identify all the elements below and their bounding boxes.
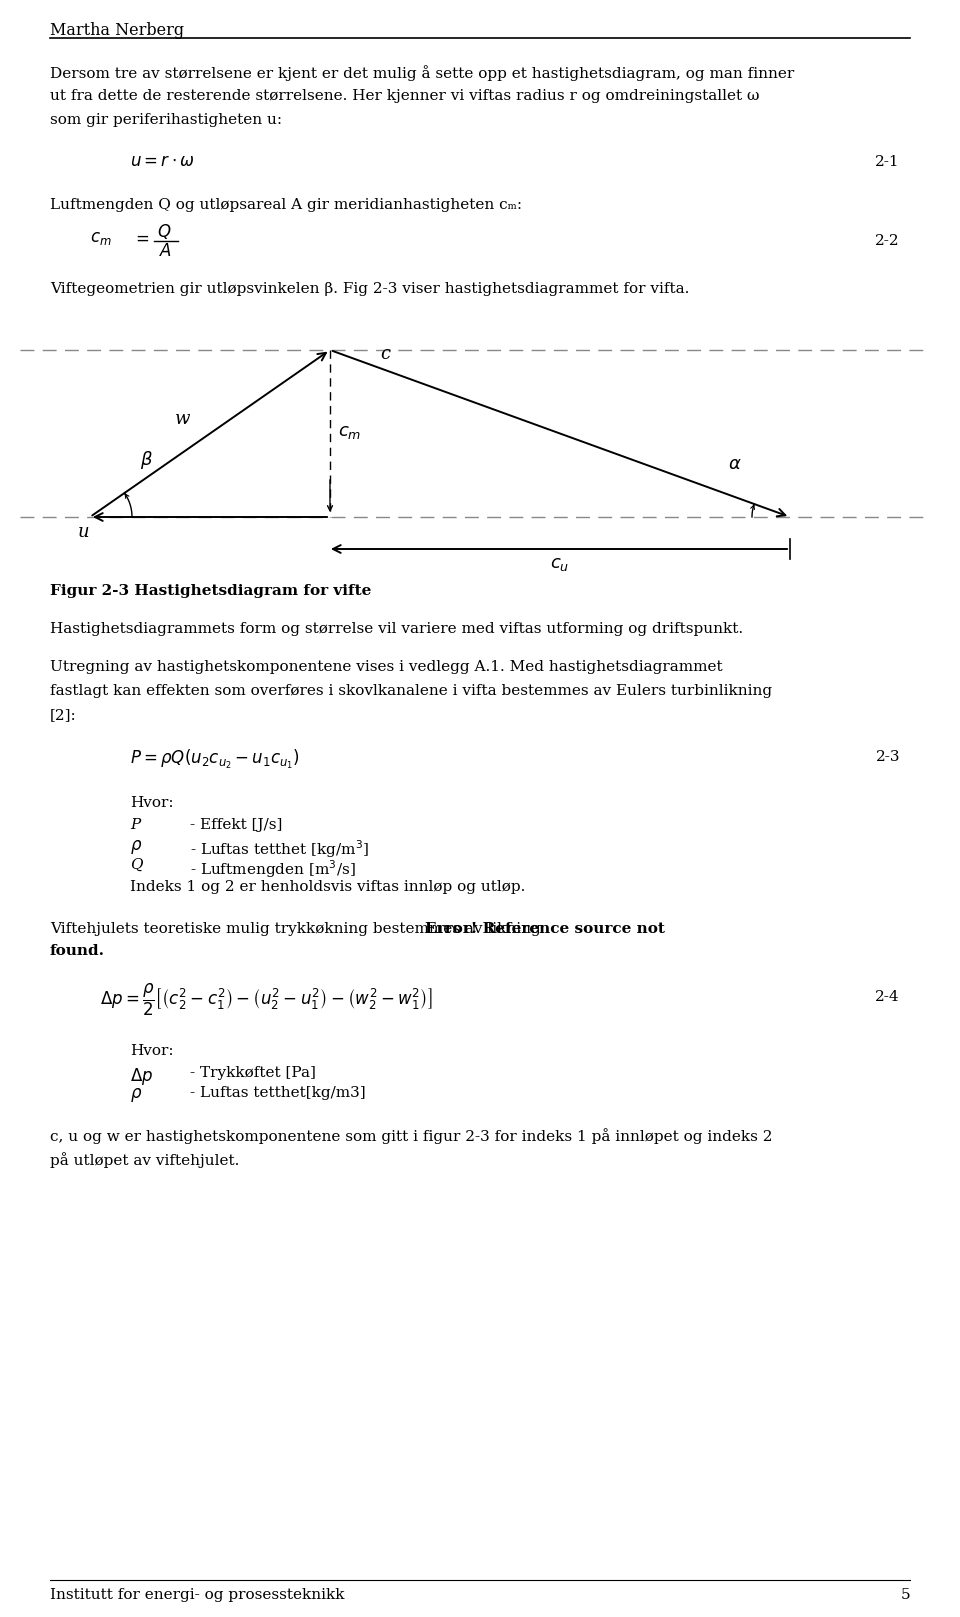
Text: Dersom tre av størrelsene er kjent er det mulig å sette opp et hastighetsdiagram: Dersom tre av størrelsene er kjent er de… (50, 65, 794, 81)
Text: 2-1: 2-1 (876, 155, 900, 170)
Text: Martha Nerberg: Martha Nerberg (50, 23, 184, 39)
Text: på utløpet av viftehjulet.: på utløpet av viftehjulet. (50, 1151, 239, 1167)
Text: fastlagt kan effekten som overføres i skovlkanalene i vifta bestemmes av Eulers : fastlagt kan effekten som overføres i sk… (50, 684, 772, 699)
Text: found.: found. (50, 944, 105, 957)
Text: $\alpha$: $\alpha$ (728, 454, 742, 474)
Text: P: P (130, 818, 140, 833)
Text: Error! Reference source not: Error! Reference source not (425, 922, 665, 936)
Text: Hvor:: Hvor: (130, 796, 174, 810)
Text: $\rho$: $\rho$ (130, 1087, 142, 1104)
Text: Indeks 1 og 2 er henholdsvis viftas innløp og utløp.: Indeks 1 og 2 er henholdsvis viftas innl… (130, 880, 525, 894)
Text: Utregning av hastighetskomponentene vises i vedlegg A.1. Med hastighetsdiagramme: Utregning av hastighetskomponentene vise… (50, 660, 723, 674)
Text: - Luftas tetthet [kg/m$^3$]: - Luftas tetthet [kg/m$^3$] (190, 838, 370, 860)
Text: c, u og w er hastighetskomponentene som gitt i figur 2-3 for indeks 1 på innløpe: c, u og w er hastighetskomponentene som … (50, 1129, 773, 1143)
Text: Viftegeometrien gir utløpsvinkelen β. Fig 2-3 viser hastighetsdiagrammet for vif: Viftegeometrien gir utløpsvinkelen β. Fi… (50, 281, 689, 296)
Text: Viftehjulets teoretiske mulig trykkøkning bestemmes av likning: Viftehjulets teoretiske mulig trykkøknin… (50, 922, 540, 936)
Text: :: : (87, 944, 93, 957)
Text: $A$: $A$ (159, 243, 172, 260)
Text: 2-4: 2-4 (876, 990, 900, 1004)
Text: - Luftas tetthet[kg/m3]: - Luftas tetthet[kg/m3] (190, 1087, 366, 1100)
Text: - Effekt [J/s]: - Effekt [J/s] (190, 818, 282, 833)
Text: Q: Q (130, 859, 142, 872)
Text: [2]:: [2]: (50, 708, 77, 723)
Text: som gir periferihastigheten u:: som gir periferihastigheten u: (50, 113, 282, 128)
Text: - Trykkøftet [Pa]: - Trykkøftet [Pa] (190, 1066, 316, 1080)
Text: $Q$: $Q$ (157, 222, 172, 241)
Text: u: u (78, 522, 89, 542)
Text: $=$: $=$ (132, 230, 150, 247)
Text: c: c (380, 344, 390, 362)
Text: Institutt for energi- og prosessteknikk: Institutt for energi- og prosessteknikk (50, 1588, 345, 1602)
Text: $c_u$: $c_u$ (550, 555, 569, 572)
Text: $\Delta p = \dfrac{\rho}{2}\left[\left(c_2^2 - c_1^2\right) - \left(u_2^2 - u_1^: $\Delta p = \dfrac{\rho}{2}\left[\left(c… (100, 982, 433, 1019)
Text: - Luftmengden [m$^3$/s]: - Luftmengden [m$^3$/s] (190, 859, 355, 880)
Text: Hastighetsdiagrammets form og størrelse vil variere med viftas utforming og drif: Hastighetsdiagrammets form og størrelse … (50, 623, 743, 635)
Text: $\rho$: $\rho$ (130, 838, 142, 855)
Text: $c_m$: $c_m$ (90, 230, 111, 247)
Text: Luftmengden Q og utløpsareal A gir meridianhastigheten cₘ:: Luftmengden Q og utløpsareal A gir merid… (50, 197, 522, 212)
Text: $u = r \cdot \omega$: $u = r \cdot \omega$ (130, 154, 195, 170)
Text: ut fra dette de resterende størrelsene. Her kjenner vi viftas radius r og omdrei: ut fra dette de resterende størrelsene. … (50, 89, 759, 103)
Text: $P = \rho Q(u_2 c_{u_2} - u_1 c_{u_1})$: $P = \rho Q(u_2 c_{u_2} - u_1 c_{u_1})$ (130, 749, 300, 771)
Text: 5: 5 (900, 1588, 910, 1602)
Text: $\Delta p$: $\Delta p$ (130, 1066, 154, 1087)
Text: $c_m$: $c_m$ (338, 424, 361, 441)
Text: w: w (175, 411, 190, 429)
Text: Figur 2-3 Hastighetsdiagram for vifte: Figur 2-3 Hastighetsdiagram for vifte (50, 584, 372, 598)
Text: Hvor:: Hvor: (130, 1045, 174, 1058)
Text: 2-3: 2-3 (876, 750, 900, 763)
Text: 2-2: 2-2 (876, 234, 900, 247)
Text: $\beta$: $\beta$ (140, 450, 153, 471)
